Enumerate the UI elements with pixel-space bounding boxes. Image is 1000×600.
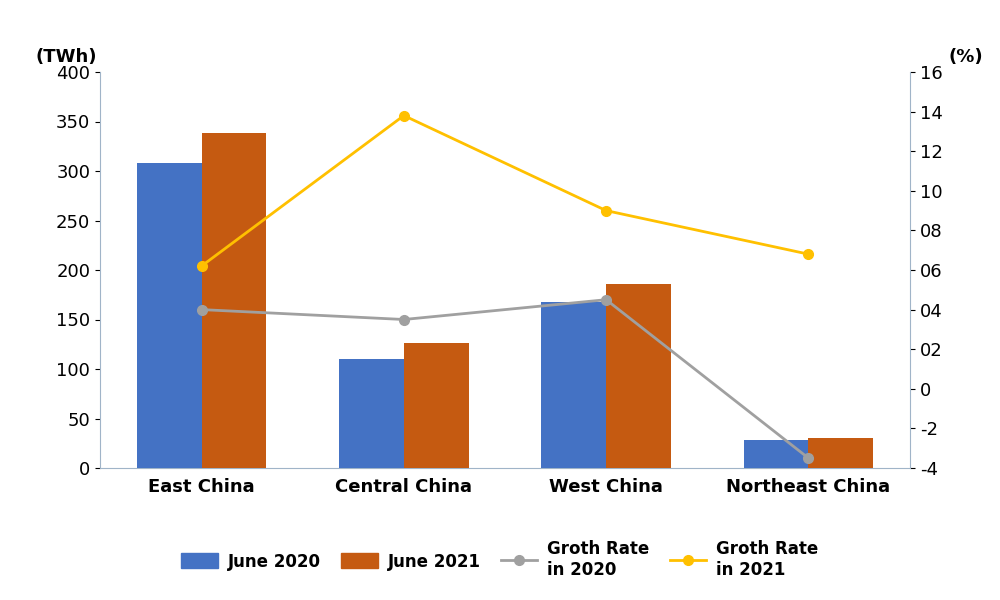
Bar bbox=[137, 163, 202, 468]
Legend: June 2020, June 2021, Groth Rate
in 2020, Groth Rate
in 2021: June 2020, June 2021, Groth Rate in 2020… bbox=[175, 533, 825, 586]
Bar bbox=[404, 343, 469, 468]
Text: (TWh): (TWh) bbox=[35, 48, 97, 66]
Bar bbox=[339, 359, 404, 468]
Bar bbox=[808, 438, 873, 468]
Text: (%): (%) bbox=[948, 48, 983, 66]
Bar bbox=[744, 440, 808, 468]
Bar bbox=[606, 284, 671, 468]
Bar bbox=[202, 133, 266, 468]
Bar bbox=[541, 302, 606, 468]
